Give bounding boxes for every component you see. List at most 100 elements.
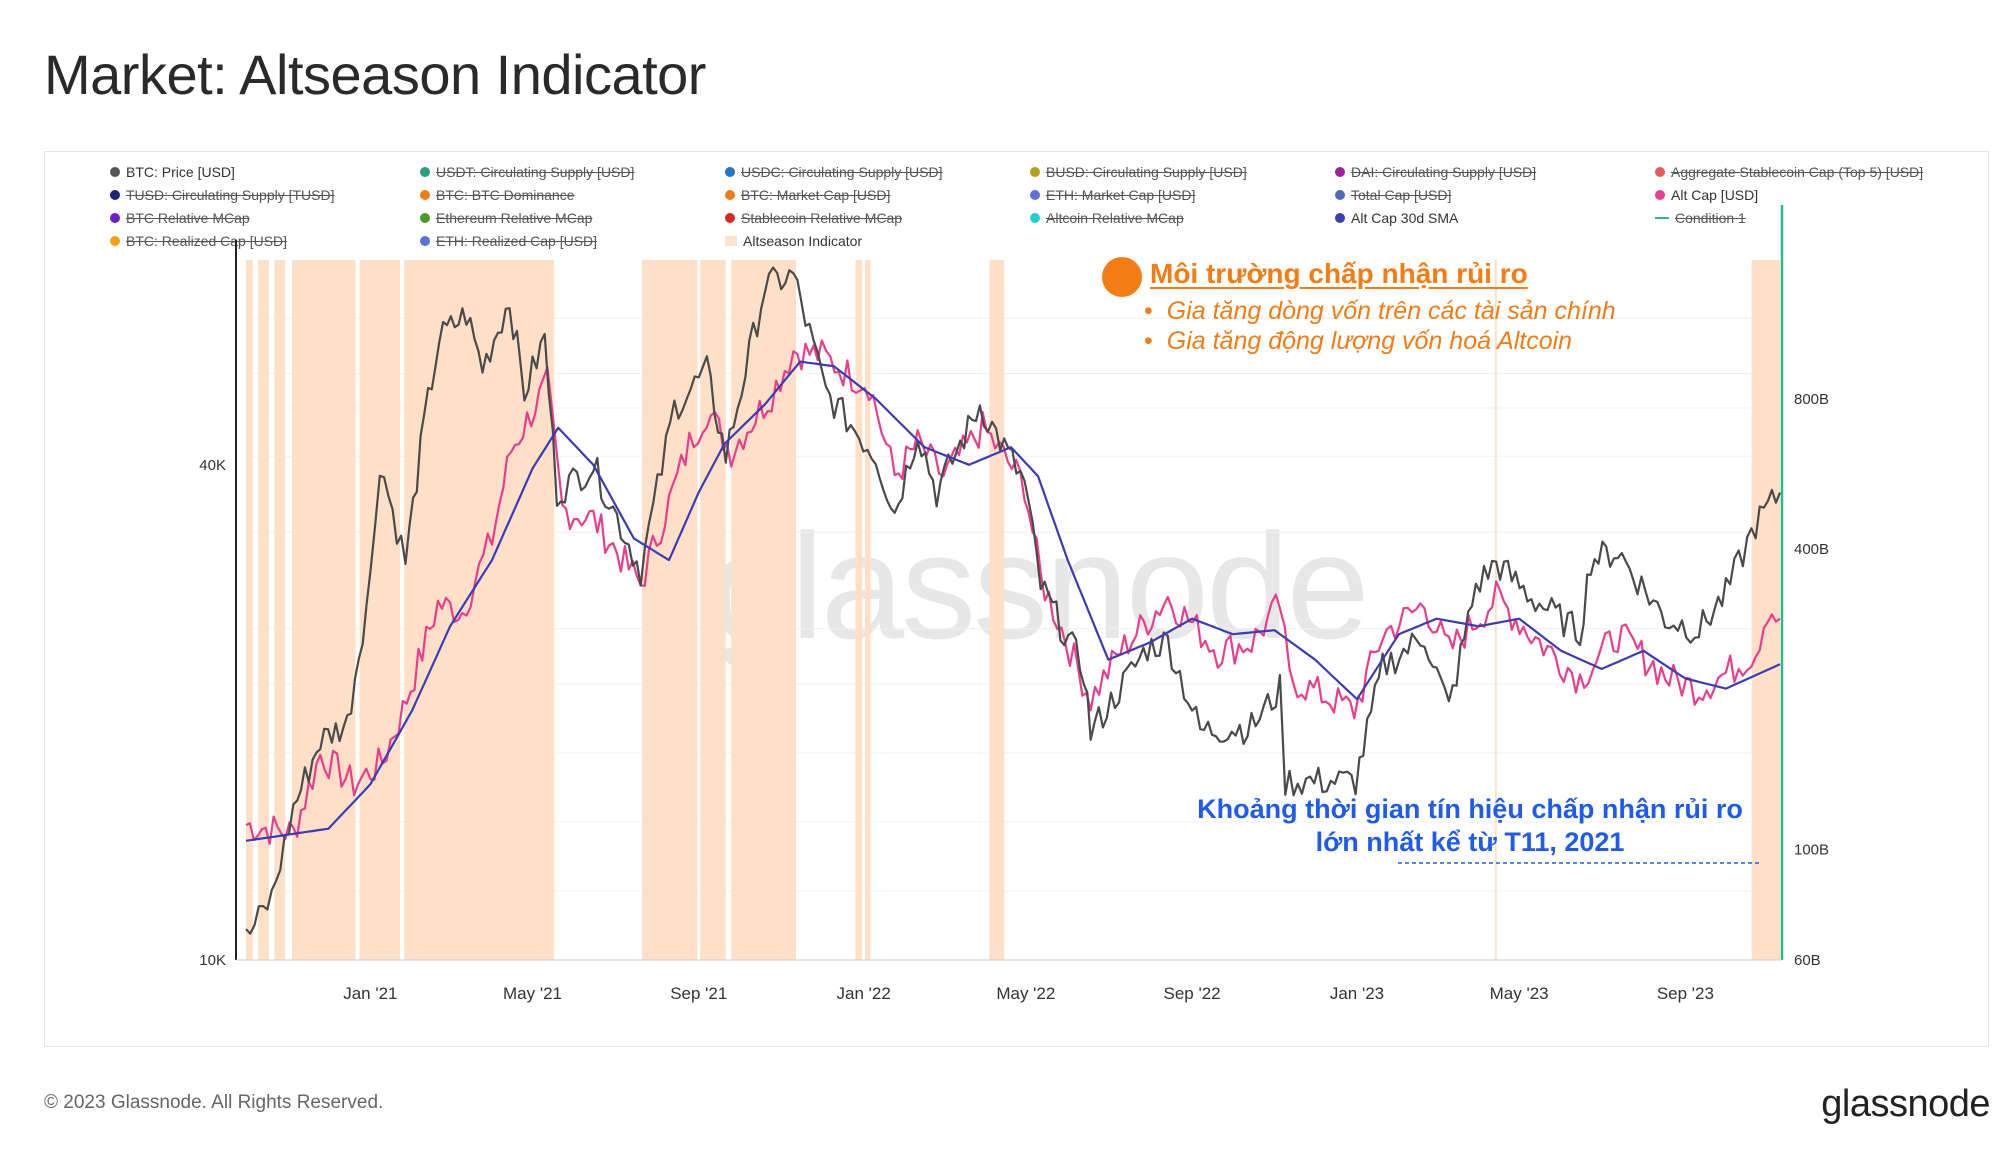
legend-item[interactable]: Ethereum Relative MCap xyxy=(420,210,592,226)
legend-item[interactable]: BTC: BTC Dominance xyxy=(420,187,574,203)
altseason-band xyxy=(1751,260,1780,960)
legend-item[interactable]: BTC: Market Cap [USD] xyxy=(725,187,890,203)
altseason-band xyxy=(274,260,286,960)
altseason-band xyxy=(642,260,698,960)
legend-label: USDC: Circulating Supply [USD] xyxy=(741,164,943,180)
legend-label: TUSD: Circulating Supply [TUSD] xyxy=(126,187,335,203)
legend-swatch xyxy=(1335,190,1345,200)
x-tick-label: May '21 xyxy=(503,984,562,1003)
glassnode-logo[interactable]: glassnode xyxy=(1821,1083,1990,1125)
legend-label: Total Cap [USD] xyxy=(1351,187,1452,203)
x-tick-label: May '22 xyxy=(996,984,1055,1003)
y-right-tick-label: 100B xyxy=(1794,841,1829,858)
legend-swatch xyxy=(420,213,430,223)
legend-swatch xyxy=(725,213,735,223)
legend-label: BTC: Price [USD] xyxy=(126,164,235,180)
risk-on-note: Khoảng thời gian tín hiệu chấp nhận rủi … xyxy=(1180,793,1760,859)
legend-item[interactable]: Altcoin Relative MCap xyxy=(1030,210,1184,226)
legend-label: Altcoin Relative MCap xyxy=(1046,210,1184,226)
legend-swatch xyxy=(110,213,120,223)
x-tick-label: May '23 xyxy=(1490,984,1549,1003)
legend-item[interactable]: BTC: Realized Cap [USD] xyxy=(110,233,287,249)
alt-cap-line[interactable] xyxy=(245,339,1781,845)
annotation-bullet-2: Gia tăng động lượng vốn hoá Altcoin xyxy=(1144,326,1616,356)
risk-on-note-line1: Khoảng thời gian tín hiệu chấp nhận rủi … xyxy=(1197,794,1743,824)
legend-swatch xyxy=(1335,167,1345,177)
legend-item[interactable]: Alt Cap 30d SMA xyxy=(1335,210,1458,226)
legend-swatch xyxy=(110,190,120,200)
page-title: Market: Altseason Indicator xyxy=(44,43,706,106)
legend-label: Aggregate Stablecoin Cap (Top 5) [USD] xyxy=(1671,164,1924,180)
altseason-band xyxy=(258,260,269,960)
annotation-bullet-1: Gia tăng dòng vốn trên các tài sản chính xyxy=(1144,296,1616,326)
risk-on-note-line2: lớn nhất kể từ T11, 2021 xyxy=(1315,827,1625,857)
legend-swatch xyxy=(420,190,430,200)
legend-item[interactable]: Aggregate Stablecoin Cap (Top 5) [USD] xyxy=(1655,164,1923,180)
annotation-headline: Môi trường chấp nhận rủi ro xyxy=(1150,258,1528,289)
legend-swatch xyxy=(110,167,120,177)
legend-item[interactable]: BTC Relative MCap xyxy=(110,210,250,226)
x-tick-label: Sep '22 xyxy=(1164,984,1221,1003)
altseason-band xyxy=(989,260,1005,960)
legend-label: BTC: BTC Dominance xyxy=(436,187,575,203)
legend-swatch xyxy=(420,167,430,177)
legend-swatch xyxy=(1655,167,1665,177)
legend-label: DAI: Circulating Supply [USD] xyxy=(1351,164,1537,180)
x-tick-label: Jan '21 xyxy=(343,984,397,1003)
legend-item[interactable]: Altseason Indicator xyxy=(725,233,862,249)
y-right-tick-label: 400B xyxy=(1794,541,1829,558)
altseason-band xyxy=(865,260,871,960)
legend-label: Ethereum Relative MCap xyxy=(436,210,593,226)
legend-label: Stablecoin Relative MCap xyxy=(741,210,903,226)
legend-item[interactable]: ETH: Realized Cap [USD] xyxy=(420,233,597,249)
altseason-band xyxy=(731,260,797,960)
x-tick-label: Jan '23 xyxy=(1330,984,1384,1003)
copyright: © 2023 Glassnode. All Rights Reserved. xyxy=(44,1092,384,1113)
legend-label: Condition 1 xyxy=(1675,210,1746,226)
legend-item[interactable]: Condition 1 xyxy=(1655,210,1746,226)
legend-swatch xyxy=(725,236,737,246)
btc-price-line[interactable] xyxy=(245,266,1782,935)
legend-swatch xyxy=(1655,190,1665,200)
altseason-band xyxy=(700,260,726,960)
legend-label: ETH: Realized Cap [USD] xyxy=(436,233,598,249)
legend-item[interactable]: DAI: Circulating Supply [USD] xyxy=(1335,164,1536,180)
legend-item[interactable]: Total Cap [USD] xyxy=(1335,187,1451,203)
legend-item[interactable]: Alt Cap [USD] xyxy=(1655,187,1758,203)
legend-label: BTC: Realized Cap [USD] xyxy=(126,233,288,249)
legend-label: Alt Cap [USD] xyxy=(1671,187,1759,203)
alt-cap-sma-line[interactable] xyxy=(245,360,1781,842)
legend-item[interactable]: TUSD: Circulating Supply [TUSD] xyxy=(110,187,335,203)
legend-label: BTC Relative MCap xyxy=(126,210,250,226)
legend-swatch xyxy=(1030,167,1040,177)
annotation-bullet-icon xyxy=(1102,257,1142,297)
legend-swatch xyxy=(1030,190,1040,200)
legend-swatch xyxy=(1030,213,1040,223)
legend-swatch xyxy=(1335,213,1345,223)
legend-swatch xyxy=(420,236,430,246)
legend-swatch xyxy=(725,190,735,200)
legend-item[interactable]: ETH: Market Cap [USD] xyxy=(1030,187,1195,203)
x-tick-label: Jan '22 xyxy=(837,984,891,1003)
legend-swatch xyxy=(110,236,120,246)
legend-label: BUSD: Circulating Supply [USD] xyxy=(1046,164,1247,180)
legend-item[interactable]: USDT: Circulating Supply [USD] xyxy=(420,164,634,180)
legend-label: BTC: Market Cap [USD] xyxy=(741,187,891,203)
legend-item[interactable]: BTC: Price [USD] xyxy=(110,164,235,180)
altseason-band xyxy=(1494,260,1497,960)
altseason-band xyxy=(246,260,253,960)
legend-label: Altseason Indicator xyxy=(743,233,863,249)
legend-item[interactable]: USDC: Circulating Supply [USD] xyxy=(725,164,943,180)
y-left-tick-label: 40K xyxy=(199,457,226,474)
y-right-tick-label: 800B xyxy=(1794,391,1829,408)
legend-item[interactable]: BUSD: Circulating Supply [USD] xyxy=(1030,164,1247,180)
legend-swatch xyxy=(725,167,735,177)
legend-swatch xyxy=(1655,217,1669,219)
legend-item[interactable]: Stablecoin Relative MCap xyxy=(725,210,902,226)
y-left-tick-label: 10K xyxy=(199,952,226,969)
x-tick-label: Sep '21 xyxy=(670,984,727,1003)
legend-label: USDT: Circulating Supply [USD] xyxy=(436,164,635,180)
altseason-band xyxy=(855,260,863,960)
annotation-bullets: Gia tăng dòng vốn trên các tài sản chính… xyxy=(1144,296,1616,356)
